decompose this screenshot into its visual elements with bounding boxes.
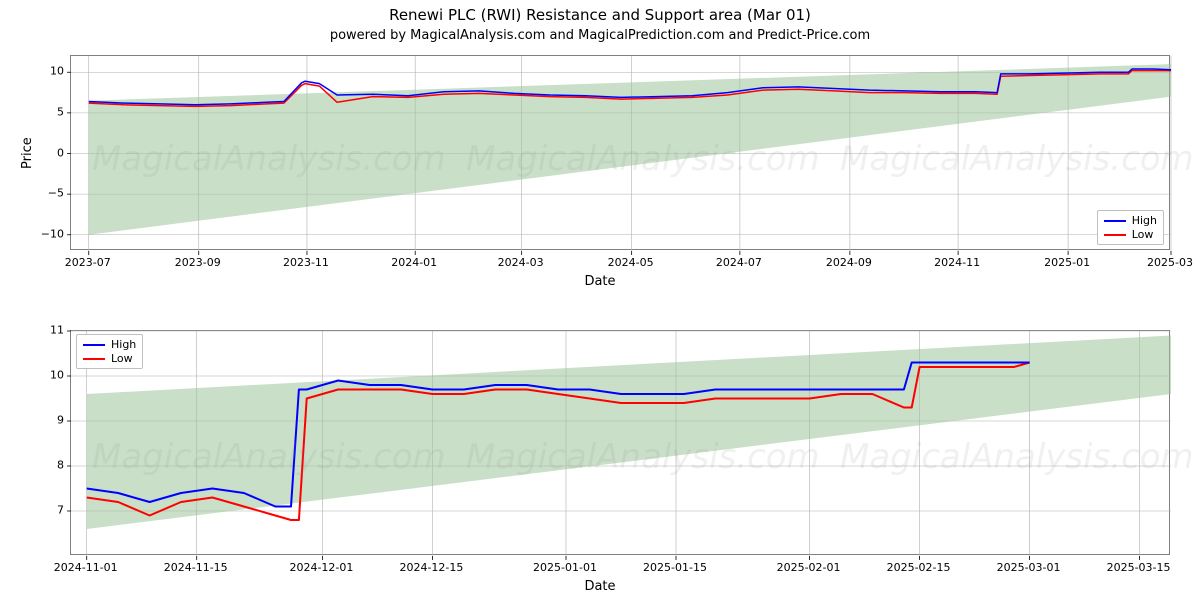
figure: Renewi PLC (RWI) Resistance and Support … — [0, 0, 1200, 600]
x-tick-label: 2024-01 — [391, 256, 437, 269]
legend-swatch — [83, 358, 105, 360]
x-axis-label-bottom: Date — [0, 579, 1200, 594]
legend-top: HighLow — [1097, 210, 1164, 245]
chart-title: Renewi PLC (RWI) Resistance and Support … — [0, 6, 1200, 24]
x-tick-label: 2024-11-15 — [164, 561, 228, 574]
legend-item: High — [83, 338, 136, 352]
x-tick-label: 2024-12-15 — [399, 561, 463, 574]
x-tick-label: 2025-03 — [1147, 256, 1193, 269]
y-tick-label: 7 — [30, 504, 64, 517]
y-tick-label: 10 — [30, 65, 64, 78]
x-tick-label: 2025-03-15 — [1107, 561, 1171, 574]
legend-bottom: HighLow — [76, 334, 143, 369]
legend-label: Low — [111, 352, 133, 366]
legend-swatch — [1104, 234, 1126, 236]
x-tick-label: 2024-07 — [716, 256, 762, 269]
x-tick-label: 2025-02-01 — [777, 561, 841, 574]
y-tick-label: 9 — [30, 414, 64, 427]
x-tick-label: 2024-11 — [934, 256, 980, 269]
y-tick-label: 11 — [30, 324, 64, 337]
legend-item: Low — [83, 352, 136, 366]
chart-panel-bottom — [70, 330, 1170, 555]
x-tick-label: 2023-07 — [65, 256, 111, 269]
y-tick-label: −5 — [30, 187, 64, 200]
legend-item: Low — [1104, 228, 1157, 242]
legend-label: Low — [1132, 228, 1154, 242]
x-tick-label: 2025-02-15 — [887, 561, 951, 574]
legend-swatch — [1104, 220, 1126, 222]
legend-swatch — [83, 344, 105, 346]
y-tick-label: −10 — [30, 227, 64, 240]
y-tick-label: 8 — [30, 459, 64, 472]
x-tick-label: 2023-09 — [175, 256, 221, 269]
y-tick-label: 0 — [30, 146, 64, 159]
chart-canvas-bottom — [71, 331, 1169, 554]
x-tick-label: 2024-12-01 — [289, 561, 353, 574]
y-tick-label: 5 — [30, 105, 64, 118]
x-tick-label: 2023-11 — [283, 256, 329, 269]
legend-label: High — [111, 338, 136, 352]
y-tick-label: 10 — [30, 369, 64, 382]
x-tick-label: 2025-01-15 — [643, 561, 707, 574]
chart-panel-top — [70, 55, 1170, 250]
chart-subtitle: powered by MagicalAnalysis.com and Magic… — [0, 28, 1200, 43]
legend-label: High — [1132, 214, 1157, 228]
x-axis-label-top: Date — [0, 274, 1200, 289]
x-tick-label: 2025-01-01 — [533, 561, 597, 574]
legend-item: High — [1104, 214, 1157, 228]
x-tick-label: 2024-05 — [608, 256, 654, 269]
x-tick-label: 2024-11-01 — [54, 561, 118, 574]
x-tick-label: 2024-03 — [498, 256, 544, 269]
x-tick-label: 2025-01 — [1044, 256, 1090, 269]
x-tick-label: 2025-03-01 — [997, 561, 1061, 574]
chart-canvas-top — [71, 56, 1169, 249]
x-tick-label: 2024-09 — [826, 256, 872, 269]
